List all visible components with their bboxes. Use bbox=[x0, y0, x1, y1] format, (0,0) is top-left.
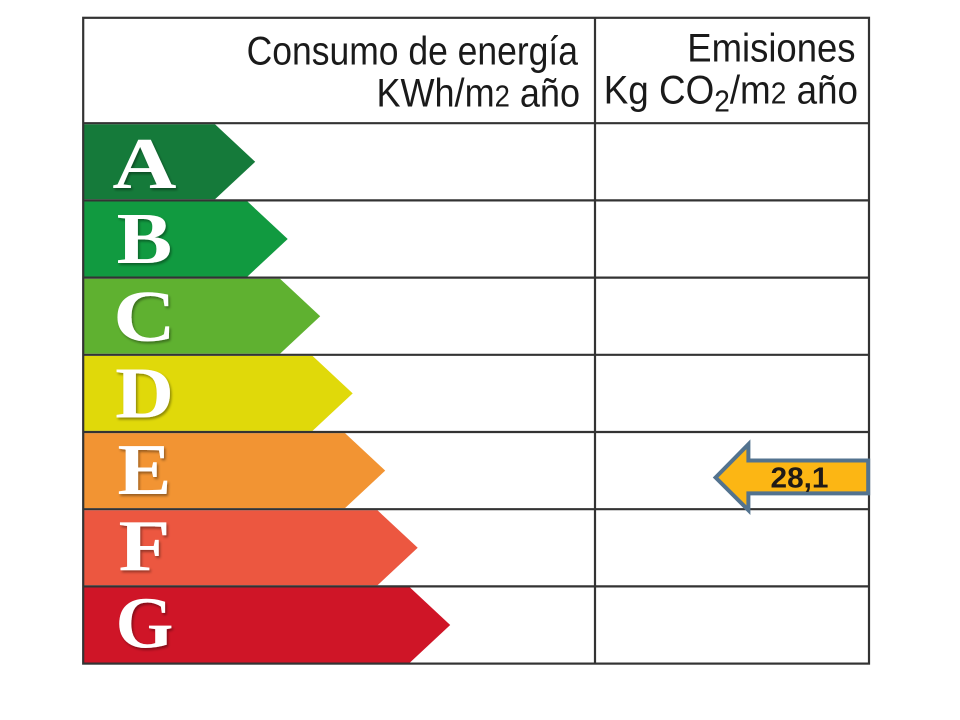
svg-text:Emisiones: Emisiones bbox=[687, 26, 855, 71]
svg-text:KWh/m2 año: KWh/m2 año bbox=[376, 72, 580, 116]
svg-text:B: B bbox=[117, 198, 173, 279]
svg-text:A: A bbox=[112, 123, 176, 204]
svg-text:G: G bbox=[116, 582, 174, 663]
svg-text:Consumo de energía: Consumo de energía bbox=[247, 29, 579, 73]
svg-text:28,1: 28,1 bbox=[771, 462, 829, 494]
svg-text:C: C bbox=[113, 276, 176, 357]
svg-text:D: D bbox=[115, 353, 174, 434]
svg-text:F: F bbox=[119, 506, 171, 587]
svg-text:E: E bbox=[118, 429, 172, 510]
svg-text:Kg CO2/m2 año: Kg CO2/m2 año bbox=[604, 68, 858, 119]
